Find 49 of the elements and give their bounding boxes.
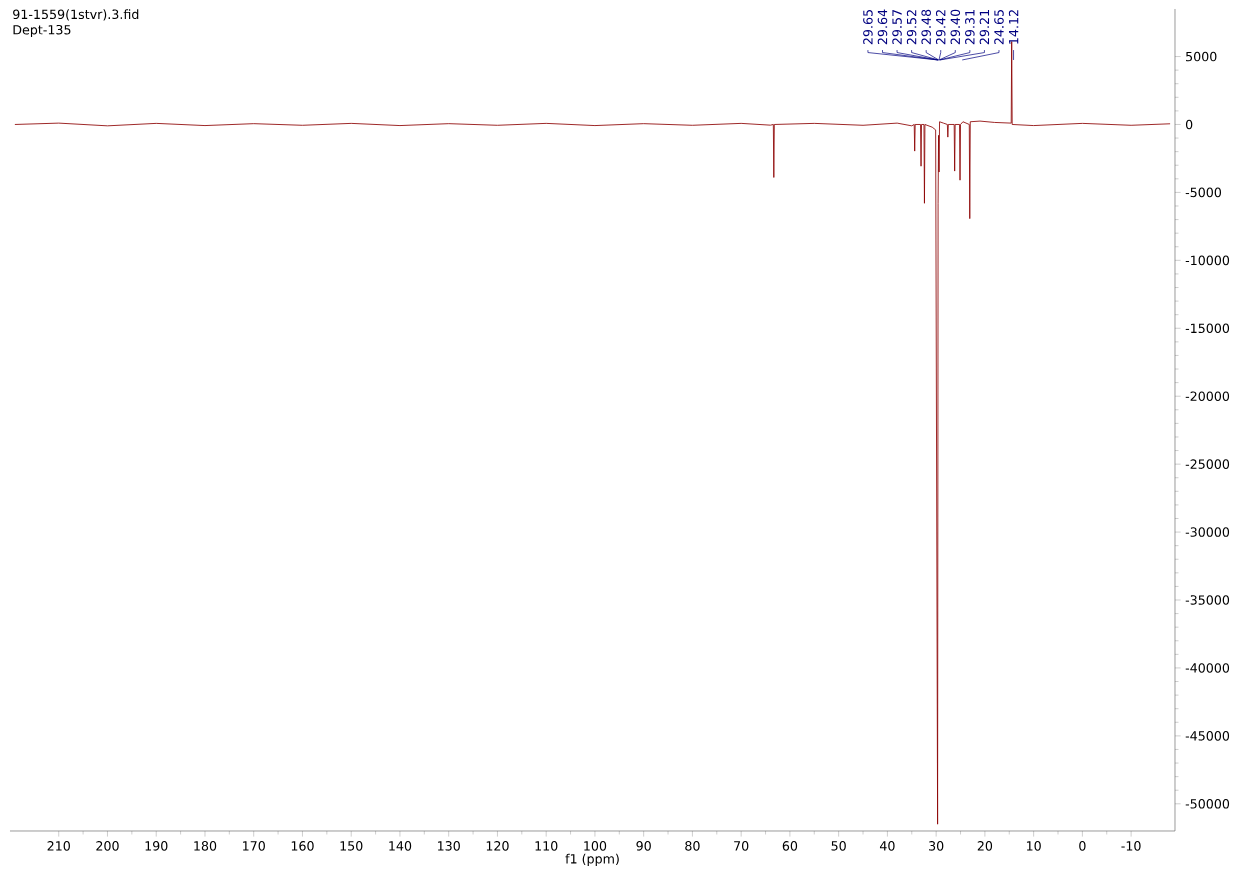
y-tick-label: -45000 <box>1185 731 1230 741</box>
y-tick-label: -40000 <box>1185 663 1230 673</box>
x-tick-label: 210 <box>47 841 70 851</box>
annotation: 29.31 <box>965 10 975 45</box>
annotation: 29.48 <box>921 9 931 45</box>
x-tick-label: 50 <box>831 841 846 851</box>
x-tick-label: 170 <box>243 841 265 851</box>
annotation: 24.65 <box>994 10 1004 45</box>
x-tick-label: 80 <box>685 841 700 851</box>
annotation: 29.21 <box>979 10 990 45</box>
y-tick-label: -30000 <box>1185 527 1230 537</box>
annotation: 29.52 <box>906 10 917 45</box>
annotation: 29.65 <box>863 10 873 45</box>
x-tick-label: 110 <box>535 841 558 851</box>
y-tick-label: -15000 <box>1185 323 1230 334</box>
x-axis-title: f1 (ppm) <box>565 853 619 866</box>
x-tick-label: 0 <box>1079 841 1086 851</box>
x-tick-label: 40 <box>879 841 895 851</box>
x-tick-label: 70 <box>734 841 749 851</box>
x-tick-label: 180 <box>194 841 217 851</box>
x-tick-label: 60 <box>782 841 798 851</box>
x-tick-label: 100 <box>584 841 607 851</box>
x-tick-label: 120 <box>486 841 509 851</box>
x-tick-label: 10 <box>1026 841 1041 851</box>
y-tick-label: 0 <box>1185 119 1193 130</box>
x-tick-label: 90 <box>636 841 651 851</box>
annotation: 29.57 <box>892 9 902 45</box>
x-tick-label: 150 <box>340 841 363 851</box>
annotation: 29.42 <box>935 10 946 45</box>
x-tick-label: 20 <box>977 841 993 851</box>
y-tick-label: -10000 <box>1185 255 1230 266</box>
annotation: 29.40 <box>950 9 961 45</box>
annotation: 14.12 <box>1008 10 1019 44</box>
y-tick-label: 5000 <box>1186 51 1217 62</box>
chart-title: 91-1559(1stvr).3.fid <box>13 9 139 21</box>
y-tick-label: -20000 <box>1185 391 1230 401</box>
y-tick-label: -50000 <box>1185 799 1230 809</box>
x-tick-label: 140 <box>389 841 412 851</box>
text: Dept-135 <box>13 24 71 37</box>
annotation: 29.64 <box>877 9 888 45</box>
x-tick-label: 130 <box>438 841 460 851</box>
x-tick-label: 30 <box>929 841 944 851</box>
y-tick-label: -35000 <box>1185 595 1230 605</box>
x-tick-label: 190 <box>145 841 168 851</box>
y-tick-label: -25000 <box>1185 459 1230 469</box>
x-tick-label: 160 <box>291 841 314 851</box>
y-tick-label: -5000 <box>1185 187 1222 198</box>
x-tick-label: 200 <box>96 841 119 851</box>
x-tick-label: -10 <box>1121 841 1141 851</box>
